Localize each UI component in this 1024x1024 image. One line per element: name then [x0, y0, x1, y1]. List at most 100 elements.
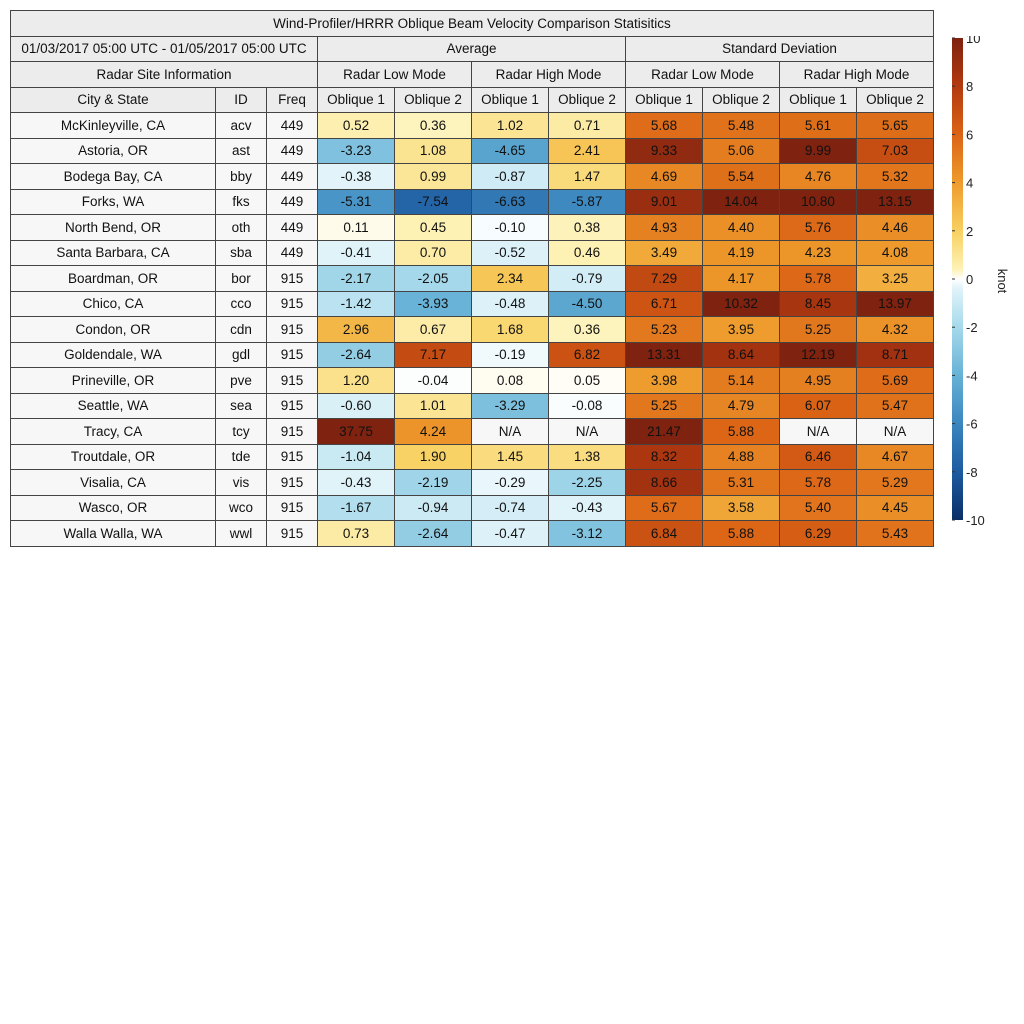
std-dev-value-cell: 5.48: [702, 112, 780, 139]
std-dev-value-cell: 4.19: [702, 239, 780, 266]
std-dev-value-cell: 5.47: [856, 392, 934, 419]
site-id: sba: [215, 239, 267, 266]
avg-high-mode-header: Radar High Mode: [471, 61, 626, 88]
table-row: McKinleyville, CA acv 449 0.52 0.36 1.02 0.71 5…: [10, 112, 934, 139]
average-value-cell: -2.17: [317, 265, 395, 292]
site-freq: 449: [266, 137, 318, 164]
site-city: Seattle, WA: [10, 392, 216, 419]
std-dev-value-cell: 5.67: [625, 494, 703, 521]
site-city: Visalia, CA: [10, 469, 216, 496]
std-dev-value-cell: N/A: [856, 418, 934, 445]
average-value-cell: -0.79: [548, 265, 626, 292]
average-value-cell: -3.93: [394, 290, 472, 317]
std-dev-value-cell: 5.23: [625, 316, 703, 343]
col-header-city: City & State: [10, 86, 216, 113]
site-freq: 449: [266, 163, 318, 190]
avg-low-mode-header: Radar Low Mode: [317, 61, 472, 88]
std-dev-value-cell: 10.80: [779, 188, 857, 215]
average-value-cell: -0.43: [548, 494, 626, 521]
std-dev-value-cell: 5.31: [702, 469, 780, 496]
table-title: Wind-Profiler/HRRR Oblique Beam Velocity…: [10, 10, 934, 37]
std-dev-value-cell: 4.76: [779, 163, 857, 190]
colorbar-tick-label: 6: [966, 127, 973, 142]
average-value-cell: 2.34: [471, 265, 549, 292]
std-dev-value-cell: 4.40: [702, 214, 780, 241]
average-value-cell: 2.41: [548, 137, 626, 164]
site-city: Goldendale, WA: [10, 341, 216, 368]
std-dev-value-cell: 4.17: [702, 265, 780, 292]
site-id: wco: [215, 494, 267, 521]
std-dev-value-cell: 5.65: [856, 112, 934, 139]
std-dev-value-cell: 8.45: [779, 290, 857, 317]
std-dev-value-cell: 5.78: [779, 265, 857, 292]
site-id: ast: [215, 137, 267, 164]
average-value-cell: 1.20: [317, 367, 395, 394]
site-id: gdl: [215, 341, 267, 368]
std-dev-value-cell: 4.95: [779, 367, 857, 394]
col-header-std-low-oblique1: Oblique 1: [625, 86, 703, 113]
std-dev-value-cell: 5.78: [779, 469, 857, 496]
table-row: Boardman, OR bor 915 -2.17 -2.05 2.34 -0.79 7.2…: [10, 265, 934, 292]
average-value-cell: 1.68: [471, 316, 549, 343]
col-header-avg-high-oblique1: Oblique 1: [471, 86, 549, 113]
table-row: Walla Walla, WA wwl 915 0.73 -2.64 -0.47 -3.12…: [10, 520, 934, 547]
average-value-cell: 37.75: [317, 418, 395, 445]
site-id: oth: [215, 214, 267, 241]
std-dev-value-cell: 4.23: [779, 239, 857, 266]
std-dev-value-cell: 13.97: [856, 290, 934, 317]
table-row: Santa Barbara, CA sba 449 -0.41 0.70 -0.52 0.4…: [10, 239, 934, 266]
site-id: bby: [215, 163, 267, 190]
site-freq: 915: [266, 392, 318, 419]
std-dev-value-cell: 4.88: [702, 443, 780, 470]
std-dev-value-cell: 4.08: [856, 239, 934, 266]
average-value-cell: 0.36: [394, 112, 472, 139]
average-value-cell: -2.64: [394, 520, 472, 547]
average-value-cell: -0.38: [317, 163, 395, 190]
average-value-cell: 0.71: [548, 112, 626, 139]
site-city: McKinleyville, CA: [10, 112, 216, 139]
average-value-cell: 1.38: [548, 443, 626, 470]
std-dev-value-cell: 5.54: [702, 163, 780, 190]
average-value-cell: -0.10: [471, 214, 549, 241]
average-value-cell: -5.87: [548, 188, 626, 215]
average-value-cell: 0.08: [471, 367, 549, 394]
site-city: Forks, WA: [10, 188, 216, 215]
average-value-cell: 1.90: [394, 443, 472, 470]
site-freq: 915: [266, 494, 318, 521]
average-value-cell: -5.31: [317, 188, 395, 215]
average-value-cell: 6.82: [548, 341, 626, 368]
average-value-cell: 0.46: [548, 239, 626, 266]
colorbar-tick-label: -2: [966, 320, 978, 335]
average-value-cell: -7.54: [394, 188, 472, 215]
site-freq: 915: [266, 469, 318, 496]
average-value-cell: -0.04: [394, 367, 472, 394]
std-dev-value-cell: 5.88: [702, 418, 780, 445]
average-value-cell: 0.45: [394, 214, 472, 241]
col-header-id: ID: [215, 86, 267, 113]
site-freq: 449: [266, 239, 318, 266]
std-dev-value-cell: 5.43: [856, 520, 934, 547]
colorbar-tick-label: 2: [966, 224, 973, 239]
site-info-header: Radar Site Information: [10, 61, 318, 88]
std-dev-value-cell: 3.95: [702, 316, 780, 343]
site-id: cco: [215, 290, 267, 317]
average-value-cell: -2.64: [317, 341, 395, 368]
site-city: Condon, OR: [10, 316, 216, 343]
average-value-cell: -0.52: [471, 239, 549, 266]
std-dev-value-cell: 4.32: [856, 316, 934, 343]
std-dev-value-cell: 9.33: [625, 137, 703, 164]
std-dev-value-cell: 5.88: [702, 520, 780, 547]
average-value-cell: 1.02: [471, 112, 549, 139]
col-header-avg-low-oblique2: Oblique 2: [394, 86, 472, 113]
std-dev-value-cell: 14.04: [702, 188, 780, 215]
table-row: Forks, WA fks 449 -5.31 -7.54 -6.63 -5.87 9.01 1…: [10, 188, 934, 215]
site-id: tde: [215, 443, 267, 470]
std-dev-value-cell: 13.31: [625, 341, 703, 368]
site-freq: 915: [266, 520, 318, 547]
average-value-cell: -0.08: [548, 392, 626, 419]
site-freq: 915: [266, 418, 318, 445]
site-id: acv: [215, 112, 267, 139]
site-freq: 915: [266, 290, 318, 317]
average-value-cell: 0.38: [548, 214, 626, 241]
date-range: 01/03/2017 05:00 UTC - 01/05/2017 05:00 …: [10, 35, 318, 62]
